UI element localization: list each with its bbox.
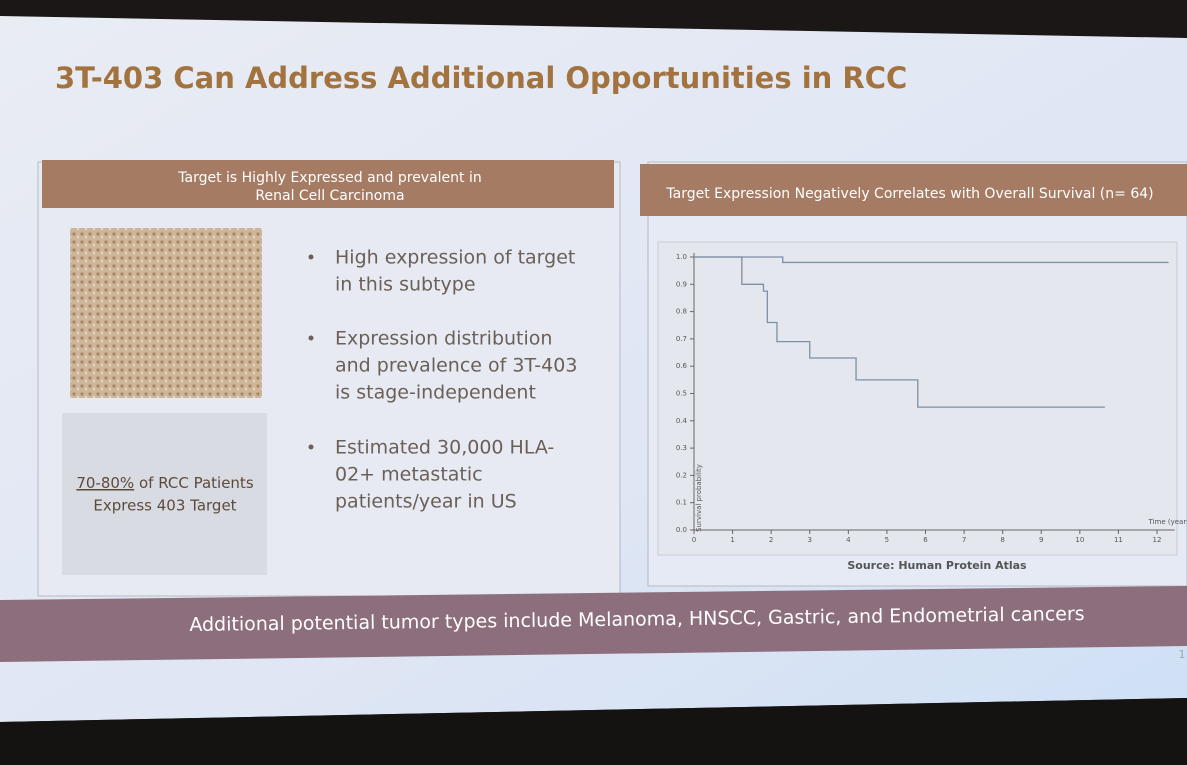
- x-tick-label: 12: [1153, 536, 1162, 544]
- y-tick-label: 0.5: [676, 390, 687, 398]
- right-header-band: [640, 164, 1187, 216]
- y-tick-label: 0.4: [676, 417, 688, 425]
- callout-line: Express 403 Target: [93, 497, 236, 515]
- bullet-text: patients/year in US: [335, 491, 517, 513]
- left-header: Target is Highly Expressed and prevalent…: [177, 170, 482, 186]
- x-tick-label: 2: [769, 536, 773, 544]
- callout-line: 70-80% of RCC Patients: [76, 474, 253, 492]
- callout-box: [62, 413, 267, 575]
- left-header-band: [42, 160, 614, 208]
- x-tick-label: 9: [1039, 536, 1043, 544]
- tissue-image: [70, 228, 262, 398]
- x-tick-label: 5: [885, 536, 889, 544]
- bullet-dot: [308, 444, 314, 450]
- left-header: Renal Cell Carcinoma: [255, 188, 404, 204]
- bullet-text: in this subtype: [335, 274, 476, 296]
- bullet-text: Estimated 30,000 HLA-: [335, 437, 554, 459]
- x-tick-label: 7: [962, 536, 966, 544]
- callout-text: of RCC Patients: [139, 474, 254, 492]
- bullet-text: and prevalence of 3T-403: [335, 355, 577, 377]
- x-tick-label: 3: [808, 536, 812, 544]
- x-tick-label: 1: [730, 536, 734, 544]
- x-tick-label: 11: [1114, 536, 1123, 544]
- chart-source: Source: Human Protein Atlas: [847, 559, 1027, 572]
- footer-banner: [0, 586, 1187, 662]
- page-number: 1: [1179, 648, 1186, 661]
- y-tick-label: 0.7: [676, 335, 687, 343]
- bullet-list: High expression of target in this subtype…: [308, 247, 577, 513]
- slide-title: 3T-403 Can Address Additional Opportunit…: [55, 61, 907, 95]
- y-tick-label: 0.3: [676, 444, 687, 452]
- chart-title: Target Expression Negatively Correlates …: [665, 186, 1153, 202]
- x-tick-label: 8: [1000, 536, 1004, 544]
- bullet-text: is stage-independent: [335, 382, 536, 404]
- bullet-dot: [308, 335, 314, 341]
- survival-curve: [694, 256, 1105, 408]
- y-tick-label: 0.6: [676, 362, 688, 370]
- y-tick-label: 0.8: [676, 308, 687, 316]
- callout-highlight: 70-80%: [76, 474, 134, 492]
- chart: 0.00.10.20.30.40.50.60.70.80.91.00 1 2 3 4 5 6…: [676, 253, 1187, 544]
- bullet-text: Expression distribution: [335, 328, 552, 350]
- y-tick-label: 0.2: [676, 471, 687, 479]
- x-tick-label: 6: [923, 536, 928, 544]
- y-tick-label: 0.9: [676, 280, 687, 288]
- x-tick-label: 4: [846, 536, 851, 544]
- y-tick-label: 1.0: [676, 253, 687, 261]
- y-axis-label: Survival probability: [695, 464, 703, 532]
- screen-frame-top: [0, 0, 1187, 38]
- x-tick-label: 0: [692, 536, 696, 544]
- screen-frame-bottom: [0, 698, 1187, 765]
- bullet-text: 02+ metastatic: [335, 464, 483, 486]
- x-tick-label: 10: [1075, 536, 1084, 544]
- bullet-text: High expression of target: [335, 247, 575, 269]
- bullet-dot: [308, 254, 314, 260]
- y-tick-label: 0.1: [676, 499, 687, 507]
- y-tick-label: 0.0: [676, 526, 687, 534]
- x-axis-label: Time (years): [1148, 518, 1187, 526]
